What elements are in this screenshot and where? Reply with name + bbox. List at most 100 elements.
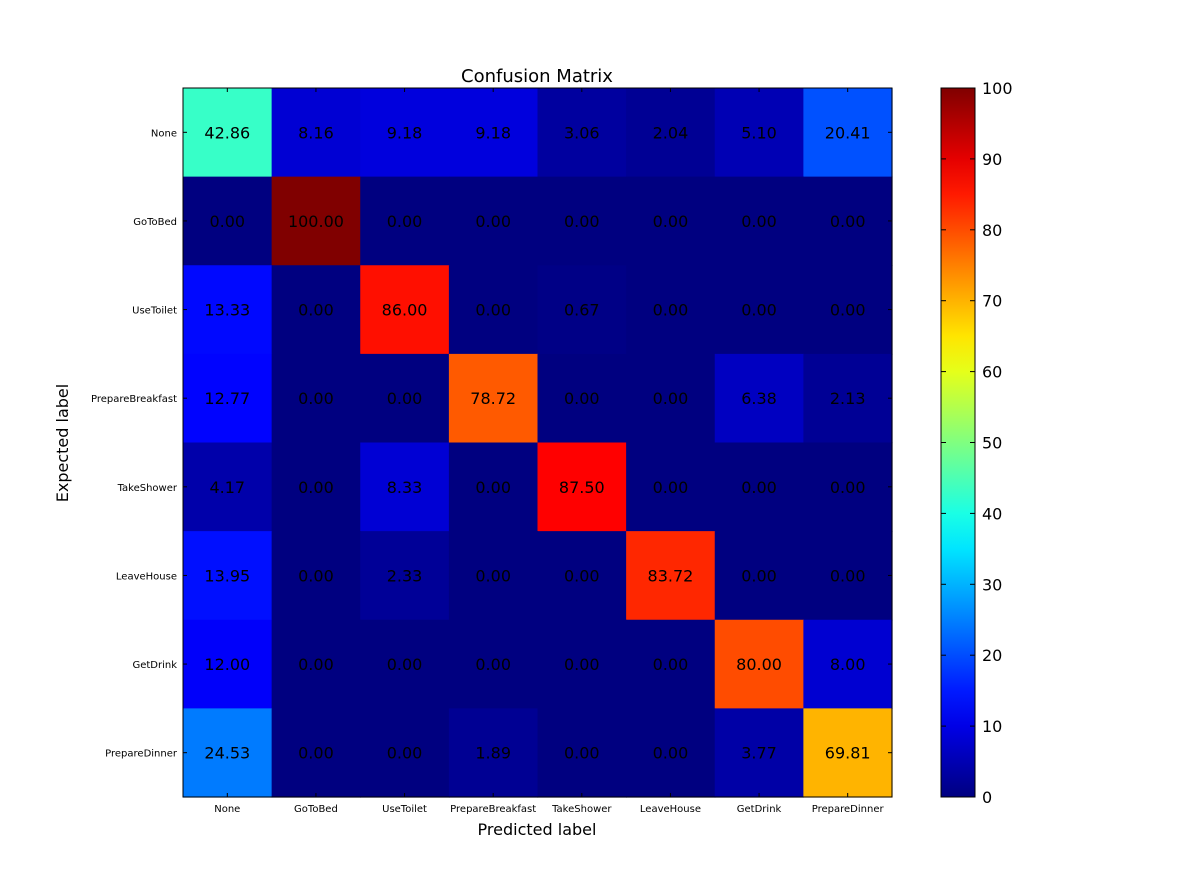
cell-value-label: 0.00 [741, 478, 777, 497]
heatmap-cell [626, 88, 716, 178]
heatmap-cell [803, 176, 893, 266]
cell-value-label: 5.10 [741, 123, 777, 142]
heatmap-cell [714, 353, 804, 444]
cell-value-label: 0.00 [741, 212, 777, 231]
x-tick-label: PrepareDinner [812, 804, 885, 815]
x-tick-label: None [214, 804, 240, 815]
colorbar-tick-label: 10 [982, 717, 1002, 736]
colorbar-tick-label: 20 [982, 646, 1002, 665]
heatmap-cell [626, 265, 716, 355]
heatmap-cell [448, 265, 539, 355]
heatmap-cell [271, 88, 361, 178]
chart-title: Confusion Matrix [461, 66, 613, 87]
cell-value-label: 0.00 [564, 566, 600, 585]
cell-value-label: 0.00 [653, 478, 689, 497]
cell-value-label: 0.00 [653, 212, 689, 231]
heatmap-cell [803, 708, 893, 798]
colorbar-tick-label: 40 [982, 504, 1002, 523]
cell-value-label: 13.95 [204, 566, 250, 585]
cell-value-label: 2.13 [830, 389, 866, 408]
cell-value-label: 3.06 [564, 123, 600, 142]
cell-value-label: 12.77 [204, 389, 250, 408]
y-tick-label: PrepareDinner [105, 749, 178, 760]
cell-value-label: 6.38 [741, 389, 777, 408]
cell-value-label: 0.00 [653, 301, 689, 320]
heatmap-cell [271, 442, 361, 532]
heatmap-cell [360, 176, 450, 266]
cell-value-label: 0.00 [830, 478, 866, 497]
heatmap-cell [271, 176, 361, 266]
heatmap-cell [626, 619, 716, 709]
x-axis-ticks: None GoToBed UseToilet PrepareBreakfast Take… [214, 88, 884, 815]
heatmap-cell [626, 176, 716, 266]
colorbar-tick-label: 0 [982, 788, 992, 807]
cell-value-label: 1.89 [475, 744, 511, 763]
colorbar-tick-label: 90 [982, 150, 1002, 169]
cell-value-label: 2.33 [387, 566, 423, 585]
cell-value-label: 0.00 [209, 212, 245, 231]
y-tick-label: GoToBed [133, 217, 177, 228]
cell-value-label: 0.00 [564, 212, 600, 231]
heatmap-cell [626, 531, 716, 621]
cell-value-label: 2.04 [653, 123, 689, 142]
heatmap-cell [626, 442, 716, 532]
heatmap-cell [714, 531, 804, 621]
heatmap-cell [360, 353, 450, 444]
heatmap-cell [537, 708, 627, 798]
cell-value-label: 13.33 [204, 301, 250, 320]
cell-value-label: 0.00 [387, 389, 423, 408]
colorbar-tick-label: 30 [982, 575, 1002, 594]
heatmap-cell [448, 88, 539, 178]
cell-value-label: 0.00 [653, 655, 689, 674]
x-tick-label: LeaveHouse [640, 804, 701, 815]
heatmap-value-labels: 42.86 8.16 9.18 9.18 3.06 2.04 5.10 20.41 0.00 10… [204, 123, 870, 762]
heatmap-cell [626, 353, 716, 444]
heatmap-cell [183, 176, 273, 266]
cell-value-label: 0.00 [298, 655, 334, 674]
x-tick-label: GetDrink [737, 804, 782, 815]
heatmap-cell [271, 619, 361, 709]
y-axis-label: Expected label [53, 384, 72, 502]
cell-value-label: 86.00 [382, 301, 428, 320]
heatmap-cell [803, 353, 893, 444]
cell-value-label: 0.67 [564, 301, 600, 320]
heatmap-cell [714, 442, 804, 532]
cell-value-label: 0.00 [653, 744, 689, 763]
heatmap-cell [714, 265, 804, 355]
x-axis-label: Predicted label [478, 820, 597, 839]
cell-value-label: 20.41 [825, 123, 871, 142]
heatmap-cell [360, 88, 450, 178]
cell-value-label: 0.00 [653, 389, 689, 408]
heatmap-cell [183, 442, 273, 532]
cell-value-label: 0.00 [741, 566, 777, 585]
cell-value-label: 0.00 [564, 389, 600, 408]
heatmap-cell [360, 442, 450, 532]
cell-value-label: 80.00 [736, 655, 782, 674]
cell-value-label: 0.00 [298, 478, 334, 497]
heatmap-cell [360, 265, 450, 355]
cell-value-label: 42.86 [204, 123, 250, 142]
heatmap-cell [537, 88, 627, 178]
heatmap-cell [537, 442, 627, 532]
heatmap-cell [183, 353, 273, 444]
heatmap-cell [448, 531, 539, 621]
heatmap-cell [537, 265, 627, 355]
colorbar-tick-label: 80 [982, 221, 1002, 240]
colorbar-tick-label: 50 [982, 434, 1002, 453]
heatmap-cell [537, 176, 627, 266]
heatmap-cell [360, 619, 450, 709]
heatmap-cell [803, 265, 893, 355]
cell-value-label: 9.18 [387, 123, 423, 142]
heatmap-cell [448, 442, 539, 532]
cell-value-label: 0.00 [387, 212, 423, 231]
heatmap-cell [360, 708, 450, 798]
cell-value-label: 9.18 [475, 123, 511, 142]
cell-value-label: 0.00 [475, 566, 511, 585]
cell-value-label: 0.00 [830, 301, 866, 320]
heatmap-cell [714, 176, 804, 266]
cell-value-label: 0.00 [298, 566, 334, 585]
cell-value-label: 8.00 [830, 655, 866, 674]
colorbar [940, 87, 976, 798]
